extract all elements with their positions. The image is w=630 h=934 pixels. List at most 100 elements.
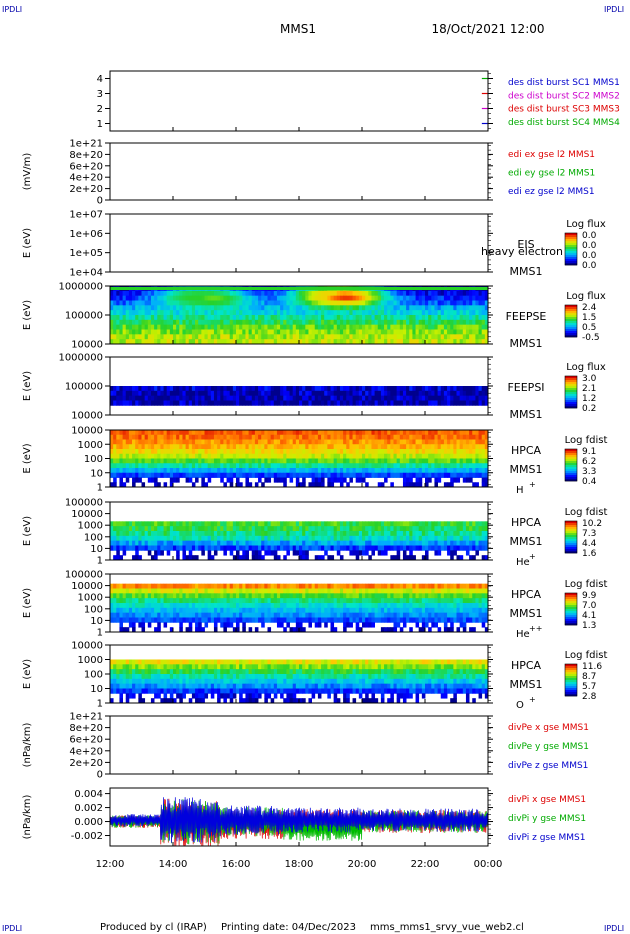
p4-cell [128, 310, 133, 316]
p4-cell [380, 290, 385, 297]
p5-cell [362, 386, 366, 392]
p8-cell [217, 583, 221, 589]
p7-cell [418, 540, 423, 546]
p6-cell [440, 468, 445, 474]
p6-cell [421, 439, 426, 445]
p4-cell [374, 290, 379, 297]
p6-cell [261, 468, 265, 474]
p7-cell [132, 540, 136, 546]
p4-cell [232, 334, 237, 340]
p6-cell [223, 430, 227, 436]
p4-cell [330, 290, 335, 297]
p4-cell [273, 310, 278, 316]
p4-colorbar-step [565, 315, 577, 318]
p7-cell [160, 535, 164, 542]
p6-cell [229, 468, 234, 474]
p6-cell [333, 449, 338, 455]
p4-cell [327, 329, 331, 335]
p8-cell [358, 583, 363, 589]
p8-cell [399, 598, 404, 604]
p4-cell [292, 310, 297, 316]
p7-cell [428, 526, 432, 532]
p8-cell [254, 583, 259, 589]
p7-ytick-label: 100 [84, 532, 103, 543]
p4-cell [399, 319, 404, 326]
p4-cell [409, 324, 413, 330]
p6-cell [465, 434, 470, 440]
p6-cell [327, 439, 331, 445]
p6-cell [258, 453, 262, 459]
p4-cell [450, 310, 454, 316]
p7-cell [295, 550, 300, 556]
p4-cell [276, 300, 281, 306]
p7-cell [425, 550, 429, 556]
p4-cell [425, 324, 429, 330]
p7-cell [182, 555, 186, 561]
p3-colorbar-step [565, 257, 577, 260]
p6-cell [232, 449, 237, 455]
p6-cell [339, 453, 344, 459]
p6-cell [160, 449, 164, 455]
p6-cell [132, 453, 136, 459]
p4-cell [384, 315, 388, 321]
p7-cell [311, 535, 316, 542]
p6-cell [396, 444, 401, 450]
p4-cell [195, 334, 199, 340]
p4-cell [324, 305, 328, 311]
p6-cell [456, 444, 461, 450]
p6-cell [336, 444, 341, 450]
p4-cell [289, 300, 294, 306]
p4-cell [191, 334, 196, 340]
p7-cell [122, 540, 127, 546]
p6-cell [371, 430, 375, 436]
p6-cell [270, 449, 275, 455]
p6-cell [333, 439, 338, 445]
p5-cell [428, 395, 432, 401]
p5-cell [384, 400, 388, 406]
p7-cell [144, 531, 149, 537]
p5-cell [299, 386, 303, 392]
p6-cell [412, 439, 416, 445]
p5-cell [245, 390, 249, 397]
p6-cell [308, 463, 312, 469]
p6-cell [352, 472, 357, 478]
p4-cell [213, 310, 218, 316]
p7-cell [280, 545, 284, 551]
p7-colorbar-step [565, 521, 577, 524]
p8-cell [210, 588, 215, 594]
p1-ytick-label: 3 [97, 89, 103, 100]
p4-cell [384, 295, 388, 301]
p6-cell [226, 463, 231, 469]
p6-cell [292, 458, 297, 464]
p7-cell [223, 545, 227, 551]
p8-cell [415, 593, 420, 599]
p5-cell [302, 400, 306, 406]
p5-cell [182, 400, 186, 406]
p4-cell [339, 339, 344, 345]
p4-cell [380, 315, 385, 321]
p4-cell [283, 295, 287, 301]
p6-cell [198, 439, 202, 445]
p6-cell [128, 430, 133, 436]
p8-cell [368, 598, 372, 604]
p8-cell [447, 588, 451, 594]
p5-cell [273, 395, 278, 401]
p4-cell [210, 339, 215, 345]
p5-cell [355, 390, 360, 397]
p7-cell [358, 531, 363, 537]
p7-cell [122, 545, 127, 551]
p4-cell [333, 319, 338, 326]
p6-cell [261, 463, 265, 469]
p4-cell [387, 300, 391, 306]
p7-colorbar-step [565, 539, 577, 542]
p4-cell [191, 295, 196, 301]
p5-cell [440, 386, 445, 392]
p6-colorbar-step [565, 463, 577, 466]
p6-cell [283, 468, 287, 474]
p6-cell [355, 439, 360, 445]
p6-cell [447, 439, 451, 445]
p5-cell [270, 386, 275, 392]
p7-cell [409, 540, 413, 546]
p7-cell [314, 535, 319, 542]
p5-cell [346, 400, 350, 406]
